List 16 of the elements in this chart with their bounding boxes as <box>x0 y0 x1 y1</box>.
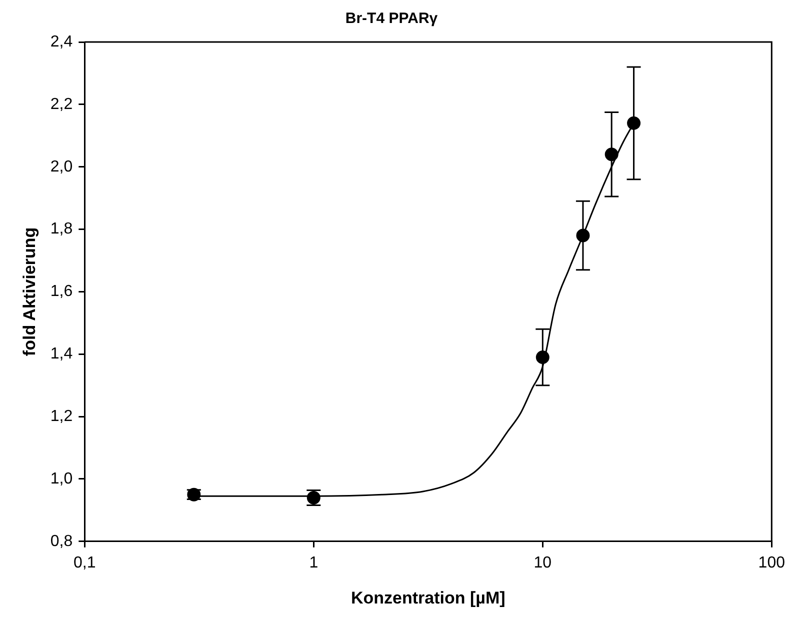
y-tick-label: 1,4 <box>50 346 73 363</box>
y-tick-label: 2,2 <box>50 96 73 113</box>
y-tick-label: 1,2 <box>50 408 73 425</box>
chart-title: Br-T4 PPARγ <box>345 10 438 28</box>
x-tick-label: 100 <box>758 554 786 572</box>
y-tick-label: 1,0 <box>50 470 73 488</box>
y-tick-label: 2,4 <box>50 33 73 50</box>
y-tick-label: 2,0 <box>50 158 73 176</box>
x-axis-title: Konzentration [µM] <box>351 588 506 608</box>
x-tick-label: 10 <box>534 554 552 572</box>
y-tick-label: 1,6 <box>50 283 73 300</box>
x-tick-label: 0,1 <box>74 554 96 572</box>
y-axis-title: fold Aktivierung <box>20 227 39 356</box>
y-tick-label: 0,8 <box>50 532 73 550</box>
y-tick-label: 1,8 <box>50 220 73 238</box>
x-tick-label: 1 <box>309 554 318 572</box>
